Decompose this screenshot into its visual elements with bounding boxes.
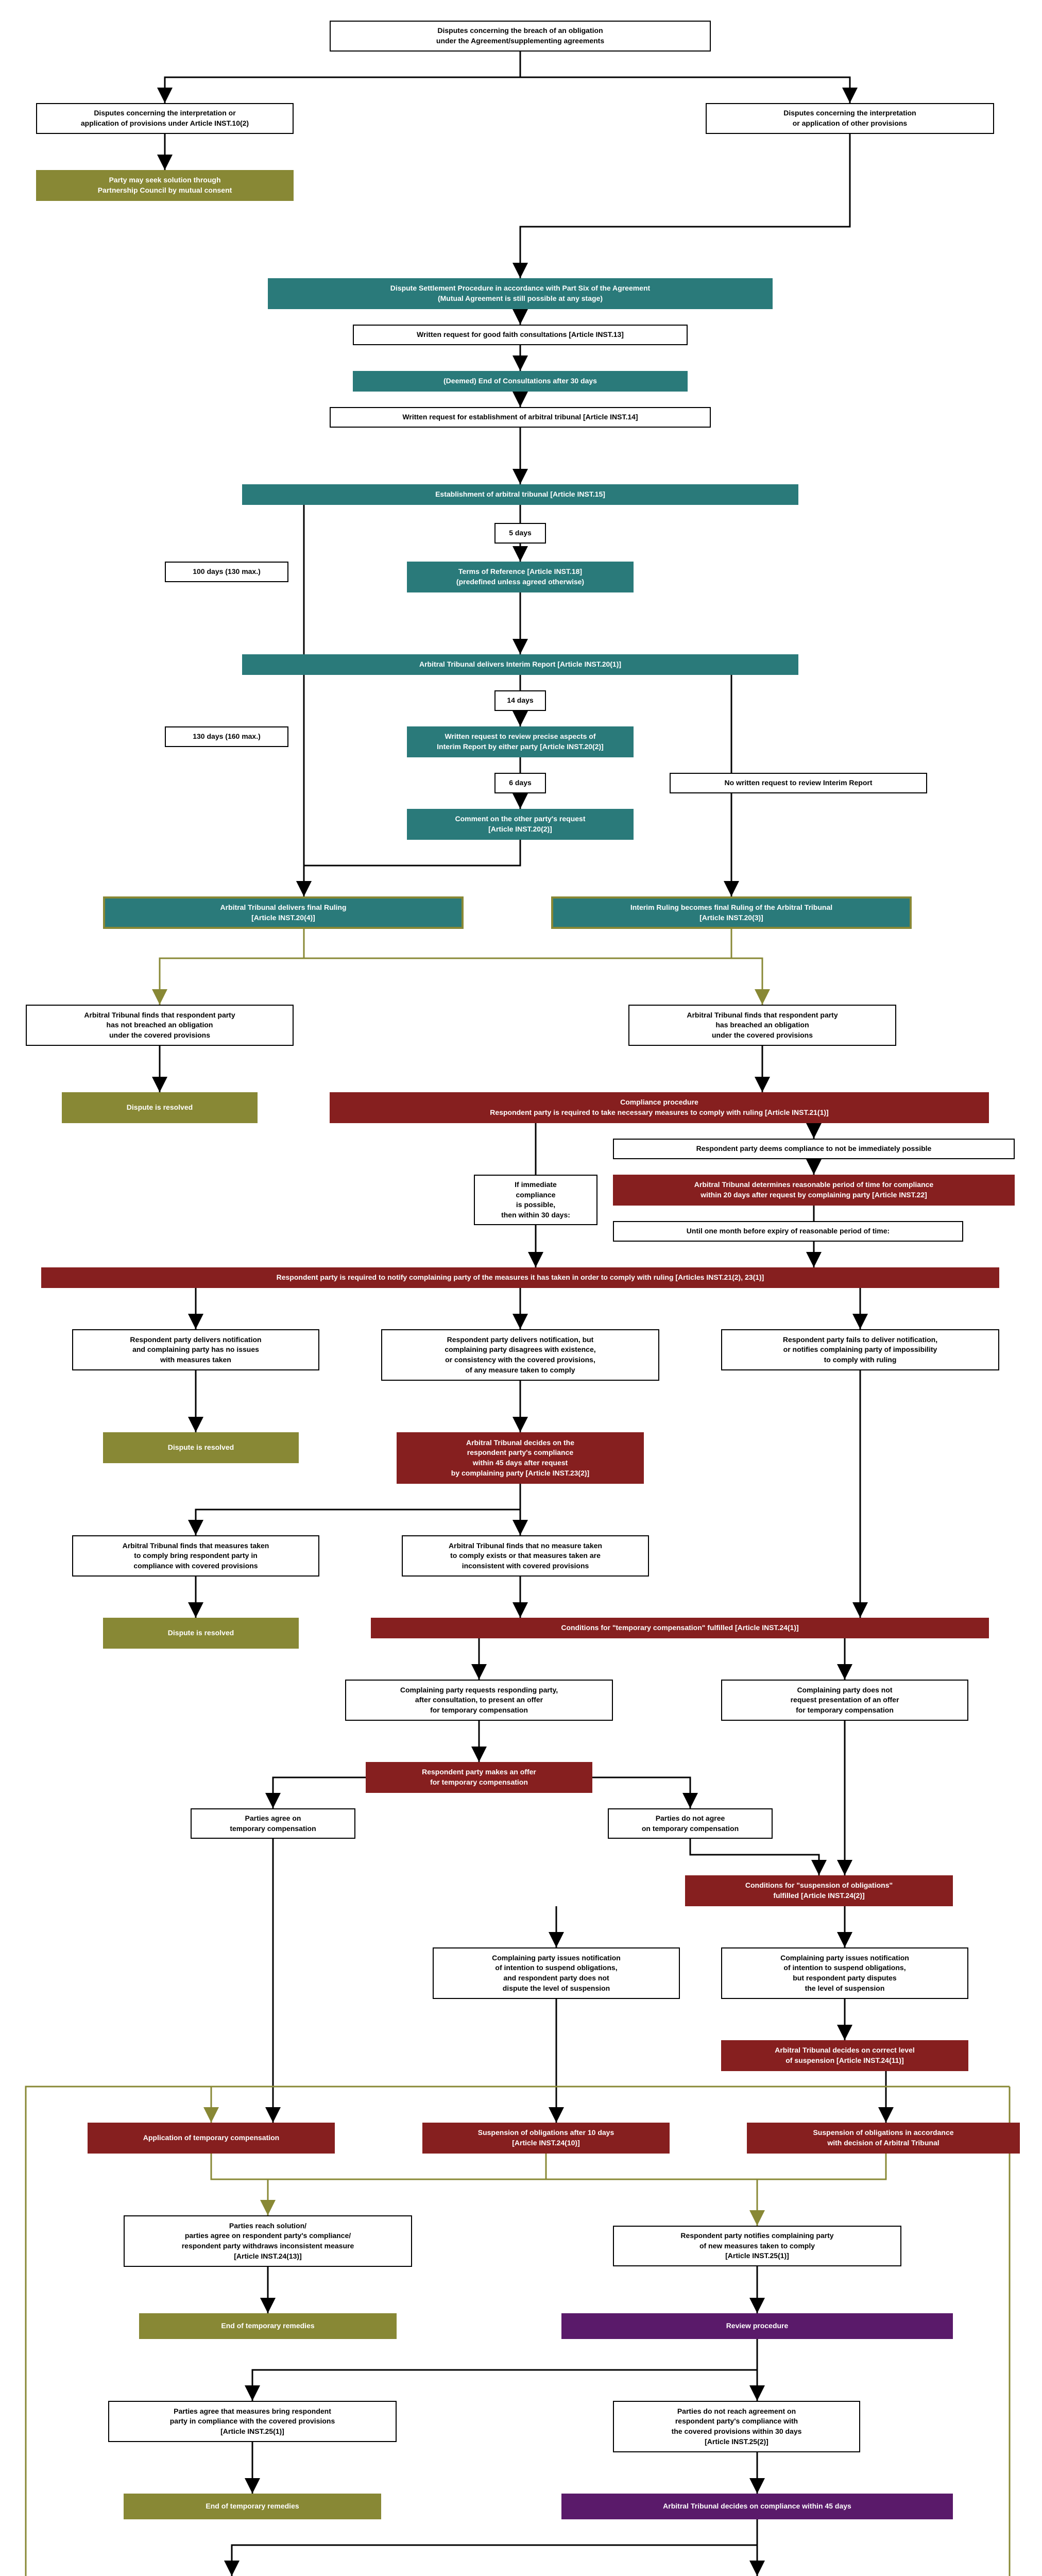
node-n43: Suspension of obligations after 10 days[…	[422, 2123, 670, 2154]
node-n8: Written request for establishment of arb…	[330, 407, 711, 428]
node-n16: Interim Ruling becomes final Ruling of t…	[551, 896, 912, 929]
node-n30: Arbitral Tribunal finds that no measure …	[402, 1535, 649, 1577]
node-n48: Review procedure	[561, 2313, 953, 2339]
node-n34: Complaining party does notrequest presen…	[721, 1680, 968, 1721]
node-n20: Compliance procedureRespondent party is …	[330, 1092, 989, 1123]
node-n47: End of temporary remedies	[139, 2313, 397, 2339]
node-n22a: If immediatecomplianceis possible,then w…	[474, 1175, 597, 1225]
node-n10a: 100 days (130 max.)	[165, 562, 288, 582]
node-n1: Disputes concerning the breach of an obl…	[330, 21, 711, 52]
node-n9a: 5 days	[494, 523, 546, 544]
node-n42: Application of temporary compensation	[88, 2123, 335, 2154]
node-n6: Written request for good faith consultat…	[353, 325, 688, 345]
node-n7: (Deemed) End of Consultations after 30 d…	[353, 371, 688, 392]
node-n49: Parties agree that measures bring respon…	[108, 2401, 397, 2442]
node-n22: Arbitral Tribunal determines reasonable …	[613, 1175, 1015, 1206]
node-n9: Establishment of arbitral tribunal [Arti…	[242, 484, 798, 505]
node-n46: Respondent party notifies complaining pa…	[613, 2226, 901, 2266]
node-n29: Arbitral Tribunal finds that measures ta…	[72, 1535, 319, 1577]
node-n13b: 130 days (160 max.)	[165, 726, 288, 747]
node-n13: Comment on the other party's request[Art…	[407, 809, 634, 840]
node-n37: Parties do not agreeon temporary compens…	[608, 1808, 773, 1839]
node-n15: Arbitral Tribunal delivers final Ruling[…	[103, 896, 464, 929]
node-n33: Complaining party requests responding pa…	[345, 1680, 613, 1721]
node-n39: Complaining party issues notificationof …	[433, 1947, 680, 1999]
node-n5: Dispute Settlement Procedure in accordan…	[268, 278, 773, 309]
node-n19: Dispute is resolved	[62, 1092, 258, 1123]
node-n38: Conditions for "suspension of obligation…	[685, 1875, 953, 1906]
node-n40: Complaining party issues notificationof …	[721, 1947, 968, 1999]
node-n22b: Until one month before expiry of reasona…	[613, 1221, 963, 1242]
node-n18: Arbitral Tribunal finds that respondent …	[628, 1005, 896, 1046]
node-n28: Arbitral Tribunal decides on theresponde…	[397, 1432, 644, 1484]
flowchart-container: Disputes concerning the breach of an obl…	[10, 10, 1032, 2576]
node-n24: Respondent party delivers notificationan…	[72, 1329, 319, 1370]
node-n26: Respondent party fails to deliver notifi…	[721, 1329, 999, 1370]
node-n45: Parties reach solution/parties agree on …	[124, 2215, 412, 2267]
node-n52: Arbitral Tribunal decides on compliance …	[561, 2494, 953, 2519]
node-n31: Dispute is resolved	[103, 1618, 299, 1649]
node-n10: Terms of Reference [Article INST.18](pre…	[407, 562, 634, 592]
node-n25: Respondent party delivers notification, …	[381, 1329, 659, 1381]
node-n32: Conditions for "temporary compensation" …	[371, 1618, 989, 1638]
node-n12a: 6 days	[494, 773, 546, 793]
node-n36: Parties agree ontemporary compensation	[191, 1808, 355, 1839]
node-n12: Written request to review precise aspect…	[407, 726, 634, 757]
node-n17: Arbitral Tribunal finds that respondent …	[26, 1005, 294, 1046]
node-n50: Parties do not reach agreement onrespond…	[613, 2401, 860, 2452]
node-n21: Respondent party deems compliance to not…	[613, 1139, 1015, 1159]
arrows-layer	[10, 10, 1032, 2576]
node-n35: Respondent party makes an offerfor tempo…	[366, 1762, 592, 1793]
node-n44: Suspension of obligations in accordancew…	[747, 2123, 1020, 2154]
node-n11: Arbitral Tribunal delivers Interim Repor…	[242, 654, 798, 675]
node-n3: Disputes concerning the interpretationor…	[706, 103, 994, 134]
node-n23: Respondent party is required to notify c…	[41, 1267, 999, 1288]
node-n41: Arbitral Tribunal decides on correct lev…	[721, 2040, 968, 2071]
node-n14: No written request to review Interim Rep…	[670, 773, 927, 793]
node-n2: Disputes concerning the interpretation o…	[36, 103, 294, 134]
node-n27: Dispute is resolved	[103, 1432, 299, 1463]
node-n11a: 14 days	[494, 690, 546, 711]
node-n51: End of temporary remedies	[124, 2494, 381, 2519]
node-n4: Party may seek solution throughPartnersh…	[36, 170, 294, 201]
